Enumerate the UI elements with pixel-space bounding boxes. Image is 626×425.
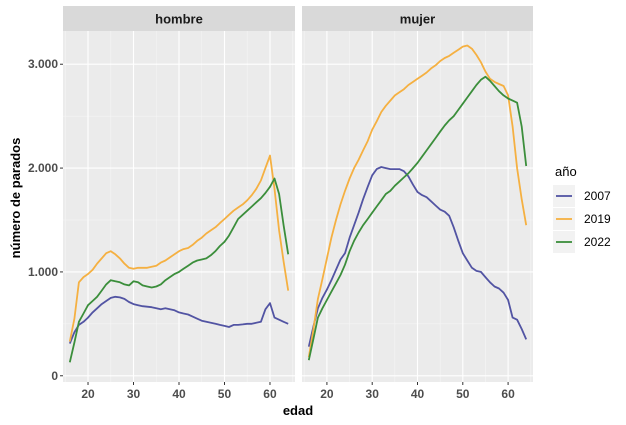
- y-tick-label: 3.000: [28, 57, 58, 71]
- x-tick-label: 30: [366, 387, 380, 401]
- legend-title: año: [555, 164, 577, 179]
- x-tick-label: 40: [411, 387, 425, 401]
- x-tick-label: 60: [501, 387, 515, 401]
- panels-layer: hombre mujer: [63, 6, 533, 382]
- strip-label-hombre: hombre: [155, 12, 203, 27]
- y-tick-label: 2.000: [28, 161, 58, 175]
- x-tick-label: 20: [320, 387, 334, 401]
- series-line-mujer-2022: [307, 75, 528, 361]
- x-axis: 20 30 40 50 60 20 30 40 50 60: [81, 382, 515, 401]
- x-tick-label: 30: [127, 387, 141, 401]
- series-line-hombre-2007: [68, 295, 289, 344]
- x-tick-label: 50: [456, 387, 470, 401]
- y-axis-title: número de parados: [8, 138, 23, 259]
- strip-label-mujer: mujer: [400, 12, 435, 27]
- strip-background: [302, 6, 533, 31]
- y-tick-label: 1.000: [28, 265, 58, 279]
- panel-mujer: mujer: [302, 6, 533, 382]
- x-axis-title: edad: [283, 403, 313, 418]
- legend-label-2007: 2007: [584, 189, 611, 203]
- series-line-hombre-2019: [68, 154, 290, 342]
- series-line-mujer-2019: [307, 44, 528, 358]
- legend: año 2007 2019 2022: [553, 164, 611, 253]
- y-tick-label: 0: [51, 369, 58, 383]
- x-tick-label: 40: [172, 387, 186, 401]
- y-axis: 0 1.000 2.000 3.000: [28, 57, 63, 383]
- panel-hombre: hombre: [63, 6, 295, 382]
- strip-background: [63, 6, 295, 31]
- x-tick-label: 20: [81, 387, 95, 401]
- legend-label-2022: 2022: [584, 235, 611, 249]
- series-line-mujer-2007: [307, 166, 528, 347]
- x-tick-label: 50: [218, 387, 232, 401]
- legend-label-2019: 2019: [584, 212, 611, 226]
- x-tick-label: 60: [263, 387, 277, 401]
- series-line-hombre-2022: [68, 177, 290, 363]
